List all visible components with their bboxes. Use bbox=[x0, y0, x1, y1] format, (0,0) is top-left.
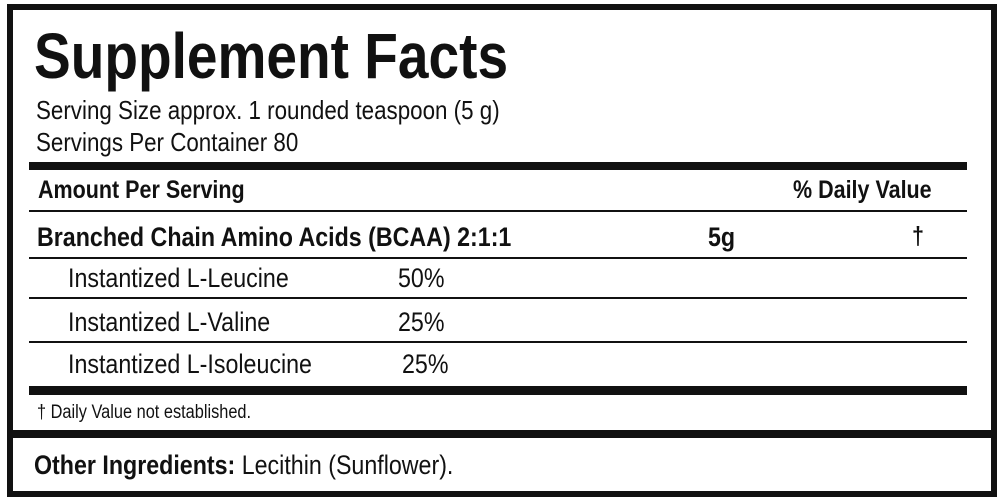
servings-per-container: Servings Per Container 80 bbox=[36, 127, 299, 157]
divider bbox=[29, 297, 967, 299]
daily-value-header: % Daily Value bbox=[793, 176, 932, 204]
bcaa-amount: 5g bbox=[708, 222, 736, 252]
isoleucine-name: Instantized L-Isoleucine bbox=[68, 349, 312, 379]
panel-title: Supplement Facts bbox=[34, 20, 509, 92]
footnote: † Daily Value not established. bbox=[37, 402, 252, 423]
serving-size: Serving Size approx. 1 rounded teaspoon … bbox=[36, 95, 500, 125]
valine-percent: 25% bbox=[398, 307, 445, 337]
amount-per-serving-header: Amount Per Serving bbox=[38, 176, 245, 204]
thick-divider bbox=[29, 162, 967, 170]
thick-divider bbox=[29, 386, 967, 395]
valine-name: Instantized L-Valine bbox=[68, 307, 271, 337]
other-ingredients: Other Ingredients: Lecithin (Sunflower). bbox=[34, 452, 453, 479]
divider bbox=[29, 257, 967, 259]
supplement-facts-panel bbox=[7, 4, 997, 497]
other-ingredients-label: Other Ingredients: bbox=[34, 450, 236, 480]
isoleucine-percent: 25% bbox=[402, 349, 449, 379]
bcaa-daily-value: † bbox=[912, 222, 924, 250]
divider bbox=[29, 210, 967, 212]
leucine-percent: 50% bbox=[398, 263, 445, 293]
other-ingredients-value: Lecithin (Sunflower). bbox=[241, 450, 454, 480]
bcaa-name: Branched Chain Amino Acids (BCAA) 2:1:1 bbox=[37, 222, 512, 252]
leucine-name: Instantized L-Leucine bbox=[68, 263, 289, 293]
section-divider bbox=[7, 430, 997, 438]
divider bbox=[29, 341, 967, 343]
